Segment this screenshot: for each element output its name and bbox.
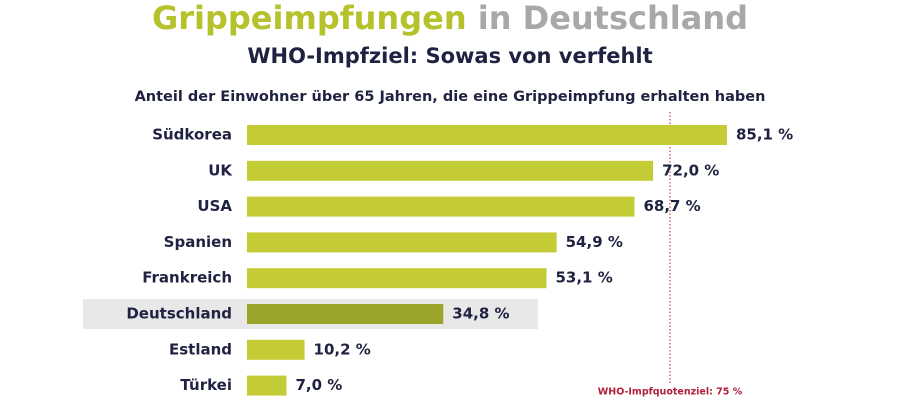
- category-label: UK: [208, 161, 233, 179]
- category-label: Estland: [169, 340, 232, 358]
- bar: [247, 339, 305, 360]
- value-label: 7,0 %: [295, 376, 342, 394]
- value-label: 72,0 %: [662, 161, 719, 179]
- chart-title: Grippeimpfungen in Deutschland: [152, 0, 748, 37]
- bar: [247, 375, 287, 396]
- bar: [247, 232, 557, 253]
- bar: [247, 304, 444, 324]
- category-label: Spanien: [164, 233, 232, 251]
- category-label: Deutschland: [126, 305, 232, 323]
- reference-label: WHO-Impfquotenziel: 75 %: [598, 387, 743, 398]
- bar: [247, 268, 547, 289]
- value-label: 68,7 %: [643, 197, 700, 215]
- bar: [247, 160, 654, 181]
- subtitle: WHO-Impfziel: Sowas von verfehlt: [247, 44, 652, 68]
- value-label: 53,1 %: [555, 269, 612, 287]
- title-main: Grippeimpfungen: [152, 0, 467, 37]
- category-label: Frankreich: [142, 269, 232, 287]
- category-label: Südkorea: [152, 126, 232, 144]
- value-label: 10,2 %: [314, 340, 371, 358]
- category-label: Türkei: [180, 376, 232, 394]
- value-label: 85,1 %: [736, 126, 793, 144]
- title-rest: in Deutschland: [478, 0, 748, 37]
- category-label: USA: [197, 197, 232, 215]
- bar: [247, 196, 635, 217]
- bar: [247, 125, 727, 145]
- value-label: 54,9 %: [566, 233, 623, 251]
- value-label: 34,8 %: [452, 305, 509, 323]
- description: Anteil der Einwohner über 65 Jahren, die…: [135, 89, 766, 105]
